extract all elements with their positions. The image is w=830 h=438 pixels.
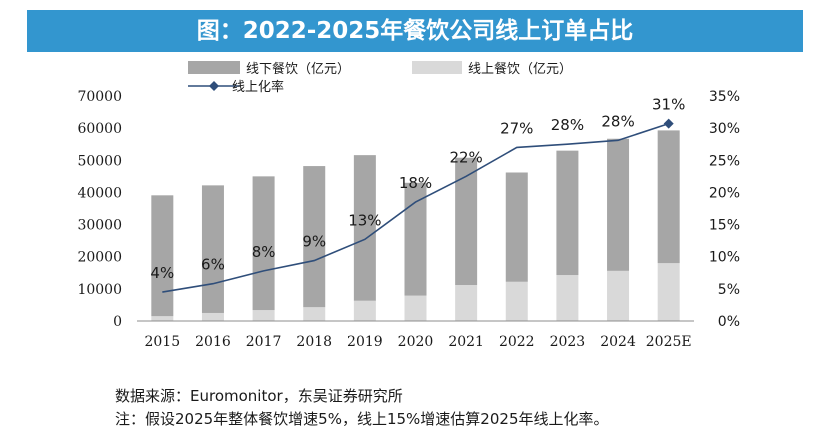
legend-label-rate: 线上化率 — [232, 79, 284, 95]
online-rate-label-2024: 28% — [601, 112, 634, 130]
x-tick-label: 2016 — [195, 334, 231, 350]
x-tick-label: 2018 — [296, 334, 332, 350]
source-note: 数据来源：Euromonitor，东吴证券研究所 — [115, 387, 403, 405]
x-tick-label: 2021 — [448, 334, 484, 350]
online-rate-marker-2025E — [663, 118, 674, 129]
online-rate-label-2020: 18% — [399, 174, 432, 192]
y-left-tick-label: 40000 — [77, 185, 122, 201]
y-left-tick-label: 70000 — [77, 89, 122, 105]
legend-label-offline: 线下餐饮（亿元） — [246, 61, 350, 77]
x-tick-label: 2019 — [347, 334, 383, 350]
bar-online-2023 — [556, 275, 579, 321]
online-rate-label-2017: 8% — [252, 243, 276, 261]
online-rate-label-2021: 22% — [449, 148, 482, 166]
bar-online-2019 — [353, 300, 376, 321]
y-right-tick-label: 5% — [718, 282, 740, 298]
online-rate-label-2025E: 31% — [652, 96, 685, 114]
y-right-tick-label: 0% — [718, 314, 740, 330]
y-left-tick-label: 0 — [113, 314, 122, 330]
bar-online-2015 — [151, 316, 174, 321]
y-left-tick-label: 20000 — [77, 250, 122, 266]
bar-offline-2016 — [201, 185, 224, 313]
y-left-tick-label: 10000 — [77, 282, 122, 298]
bar-offline-2021 — [455, 157, 478, 285]
x-tick-label: 2015 — [144, 334, 180, 350]
bar-offline-2019 — [353, 155, 376, 301]
x-tick-label: 2017 — [246, 334, 282, 350]
chart-title: 图：2022-2025年餐饮公司线上订单占比 — [27, 10, 803, 52]
legend-swatch-offline — [188, 61, 240, 74]
legend-marker-rate — [209, 81, 219, 91]
legend-label-online: 线上餐饮（亿元） — [468, 61, 572, 77]
x-tick-label: 2023 — [550, 334, 586, 350]
bar-online-2016 — [201, 312, 224, 321]
bar-online-2022 — [505, 281, 528, 321]
y-left-tick-label: 50000 — [77, 153, 122, 169]
y-right-tick-label: 30% — [709, 121, 740, 137]
y-right-tick-label: 10% — [709, 250, 740, 266]
online-rate-label-2022: 27% — [500, 119, 533, 137]
bar-online-2025E — [657, 263, 680, 321]
y-right-tick-label: 25% — [709, 153, 740, 169]
bar-offline-2022 — [505, 172, 528, 282]
x-tick-label: 2024 — [600, 334, 636, 350]
x-tick-label: 2022 — [499, 334, 535, 350]
y-right-tick-label: 35% — [709, 89, 740, 105]
bar-online-2021 — [455, 285, 478, 321]
online-rate-label-2018: 9% — [302, 233, 326, 251]
bar-offline-2015 — [151, 195, 174, 317]
legend-swatch-online — [412, 61, 462, 74]
bar-offline-2020 — [404, 182, 427, 296]
y-left-tick-label: 30000 — [77, 218, 122, 234]
y-right-tick-label: 15% — [709, 218, 740, 234]
bar-online-2020 — [404, 295, 427, 321]
online-rate-label-2019: 13% — [348, 211, 381, 229]
y-right-tick-label: 20% — [709, 185, 740, 201]
bar-online-2024 — [607, 270, 630, 321]
notes: 数据来源：Euromonitor，东吴证券研究所 注：假设2025年整体餐饮增速… — [115, 385, 609, 431]
bar-online-2017 — [252, 310, 275, 321]
online-rate-label-2023: 28% — [551, 116, 584, 134]
bar-online-2018 — [303, 307, 326, 321]
y-left-tick-label: 60000 — [77, 121, 122, 137]
bar-offline-2023 — [556, 150, 579, 276]
bar-offline-2025E — [657, 130, 680, 264]
online-rate-label-2016: 6% — [201, 256, 225, 274]
bar-offline-2024 — [607, 138, 630, 271]
online-rate-line — [162, 122, 669, 293]
bar-offline-2018 — [303, 166, 326, 308]
assumption-note: 注：假设2025年整体餐饮增速5%，线上15%增速估算2025年线上化率。 — [115, 410, 609, 428]
online-rate-label-2015: 4% — [150, 264, 174, 282]
x-tick-label: 2020 — [398, 334, 434, 350]
bar-offline-2017 — [252, 176, 275, 311]
x-tick-label: 2025E — [646, 334, 692, 350]
